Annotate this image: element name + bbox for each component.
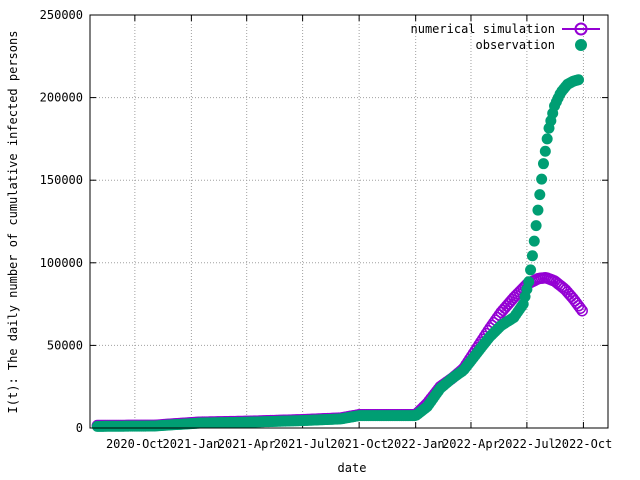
series-simulation <box>91 271 588 432</box>
data-point-observation <box>528 235 540 247</box>
data-point-observation <box>573 74 585 86</box>
x-tick-label: 2020-Oct <box>106 437 164 451</box>
y-axis-ticks: 0 50000 100000 150000 200000 250000 <box>40 8 608 435</box>
x-tick-label: 2022-Apr <box>442 437 500 451</box>
x-tick-label: 2021-Jan <box>162 437 220 451</box>
data-point-observation <box>539 145 551 157</box>
y-tick-label: 150000 <box>40 173 83 187</box>
data-point-observation <box>534 189 546 201</box>
y-tick-label: 100000 <box>40 256 83 270</box>
data-point-simulation <box>576 304 588 317</box>
legend-label-observation: observation <box>476 38 555 52</box>
x-tick-label: 2022-Jan <box>387 437 445 451</box>
data-series <box>91 74 588 432</box>
data-point-observation <box>541 133 553 145</box>
x-tick-label: 2021-Apr <box>218 437 276 451</box>
plot-frame <box>89 14 609 429</box>
grid-lines <box>90 15 608 428</box>
y-axis-label: I(t): The daily number of cumulative inf… <box>6 31 20 414</box>
data-point-observation <box>526 250 538 262</box>
x-axis-label: date <box>338 461 367 475</box>
x-tick-label: 2021-Oct <box>330 437 388 451</box>
x-tick-label: 2021-Jul <box>274 437 332 451</box>
x-axis-ticks: 2020-Oct2021-Jan2021-Apr2021-Jul2021-Oct… <box>106 15 612 451</box>
y-tick-label: 200000 <box>40 91 83 105</box>
data-point-observation <box>525 264 537 276</box>
y-tick-label: 50000 <box>47 338 83 352</box>
data-point-observation <box>523 276 535 288</box>
series-observation <box>91 74 585 432</box>
y-tick-label: 250000 <box>40 8 83 22</box>
legend: numerical simulation observation <box>411 22 600 52</box>
legend-marker-observation <box>575 39 587 51</box>
data-point-observation <box>530 220 542 232</box>
data-point-observation <box>536 173 548 185</box>
legend-marker-simulation <box>574 22 588 36</box>
data-point-observation <box>537 158 549 170</box>
x-tick-label: 2022-Oct <box>555 437 613 451</box>
legend-label-simulation: numerical simulation <box>411 22 556 36</box>
data-point-observation <box>532 204 544 216</box>
data-point-simulation <box>574 302 587 314</box>
y-tick-label: 0 <box>76 421 83 435</box>
x-tick-label: 2022-Jul <box>498 437 556 451</box>
